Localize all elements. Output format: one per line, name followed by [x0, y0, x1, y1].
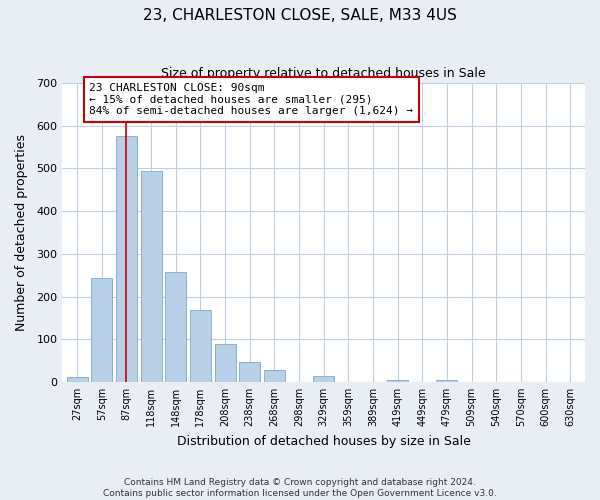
- Bar: [165, 272, 186, 382]
- Bar: [264, 370, 285, 382]
- Y-axis label: Number of detached properties: Number of detached properties: [15, 134, 28, 331]
- Text: 23 CHARLESTON CLOSE: 90sqm
← 15% of detached houses are smaller (295)
84% of sem: 23 CHARLESTON CLOSE: 90sqm ← 15% of deta…: [89, 83, 413, 116]
- Bar: [313, 376, 334, 382]
- Bar: [67, 377, 88, 382]
- Bar: [116, 136, 137, 382]
- Bar: [140, 172, 161, 382]
- Bar: [436, 380, 457, 382]
- Text: Contains HM Land Registry data © Crown copyright and database right 2024.
Contai: Contains HM Land Registry data © Crown c…: [103, 478, 497, 498]
- Bar: [91, 278, 112, 382]
- X-axis label: Distribution of detached houses by size in Sale: Distribution of detached houses by size …: [177, 434, 470, 448]
- Title: Size of property relative to detached houses in Sale: Size of property relative to detached ho…: [161, 68, 486, 80]
- Bar: [239, 362, 260, 382]
- Bar: [215, 344, 236, 382]
- Bar: [190, 310, 211, 382]
- Text: 23, CHARLESTON CLOSE, SALE, M33 4US: 23, CHARLESTON CLOSE, SALE, M33 4US: [143, 8, 457, 22]
- Bar: [387, 380, 408, 382]
